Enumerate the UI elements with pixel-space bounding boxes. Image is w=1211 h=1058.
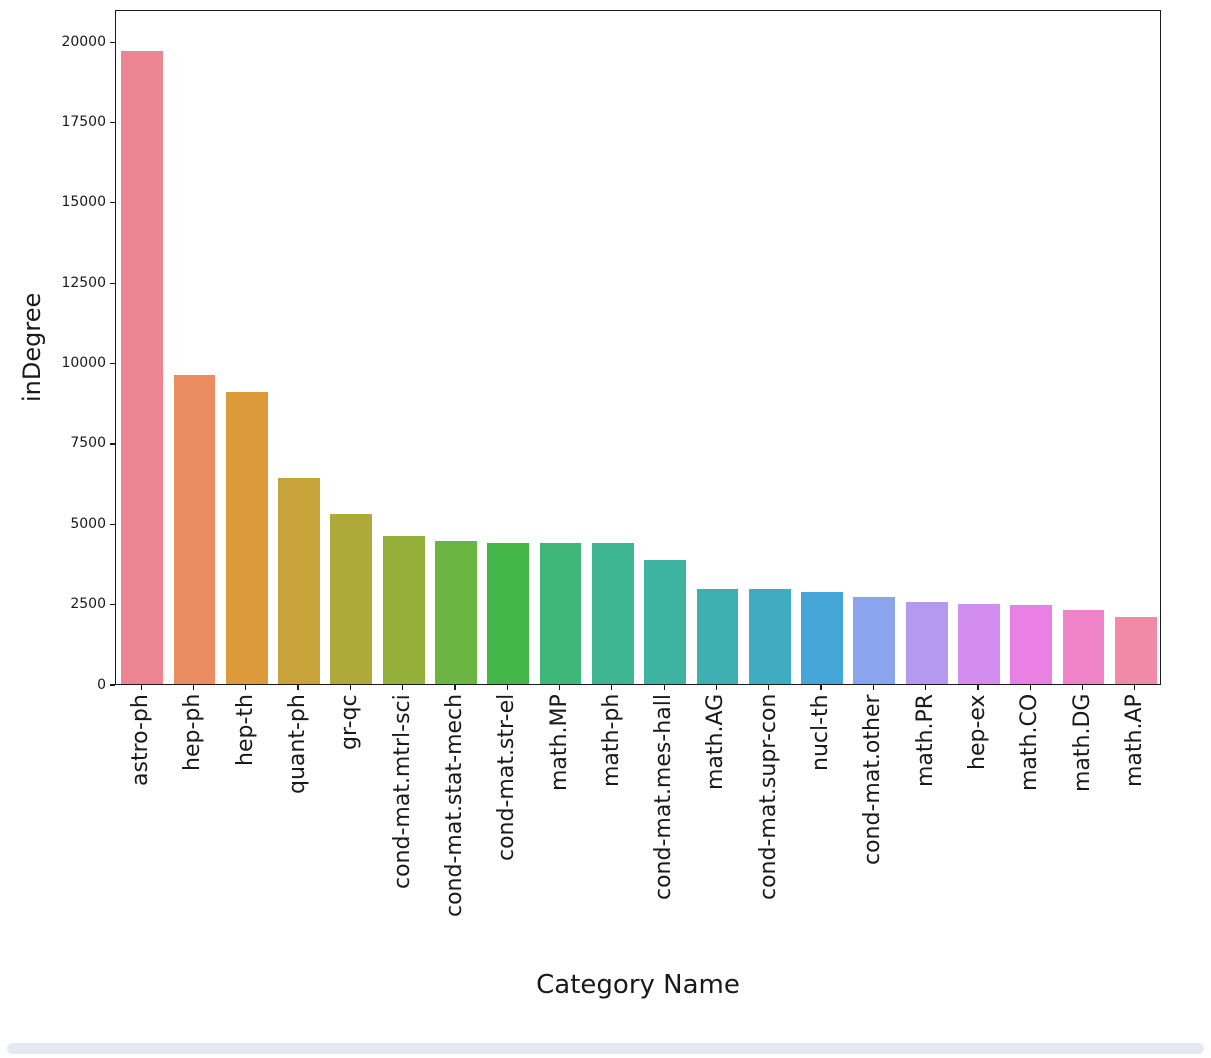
x-tick-label: nucl-th — [808, 694, 834, 771]
bar-nucl-th — [801, 592, 843, 684]
bar-math-ph — [591, 542, 634, 684]
bar-math.PR — [905, 602, 948, 684]
x-tick-label: hep-ph — [180, 693, 206, 771]
bar-cond-mat.stat-mech — [435, 540, 477, 684]
y-tick-mark — [110, 121, 115, 124]
y-tick-label: 15000 — [61, 194, 106, 211]
x-tick-label: hep-ex — [964, 694, 990, 770]
x-tick-mark — [402, 685, 404, 690]
x-tick-label: quant-ph — [285, 694, 311, 794]
plot-area — [115, 10, 1161, 685]
y-tick-mark — [110, 604, 115, 606]
x-tick-mark — [297, 685, 299, 690]
bar-astro-ph — [121, 50, 164, 684]
x-tick-label: cond-mat.stat-mech — [441, 693, 467, 917]
y-tick-mark — [110, 523, 115, 525]
bar-math.MP — [539, 542, 582, 684]
bar-gr-qc — [330, 513, 373, 684]
x-tick-mark — [506, 685, 508, 690]
x-tick-label: math.AP — [1121, 694, 1147, 787]
y-tick-mark — [110, 282, 115, 284]
y-axis-label: inDegree — [18, 292, 46, 402]
y-tick-mark — [110, 41, 115, 43]
bar-cond-mat.str-el — [487, 542, 530, 684]
bar-cond-mat.other — [853, 597, 896, 684]
y-tick-label: 7500 — [70, 435, 106, 452]
x-tick-mark — [663, 685, 665, 690]
bar-hep-ph — [173, 375, 216, 684]
y-tick-label: 5000 — [70, 515, 106, 532]
bar-math.CO — [1010, 605, 1053, 684]
x-tick-mark — [872, 685, 874, 690]
x-tick-mark — [611, 685, 613, 690]
bar-cond-mat.mtrl-sci — [382, 536, 425, 684]
x-tick-mark — [715, 685, 718, 690]
y-tick-label: 10000 — [61, 355, 106, 372]
bar-math.DG — [1062, 610, 1105, 684]
x-tick-mark — [820, 685, 822, 690]
x-tick-label: math.AG — [703, 693, 729, 790]
x-tick-label: cond-mat.mes-hall — [651, 694, 677, 900]
x-tick-mark — [1081, 685, 1084, 690]
x-tick-mark — [977, 685, 979, 690]
x-tick-mark — [192, 685, 195, 690]
y-tick-mark — [110, 362, 115, 365]
bar-cond-mat.supr-con — [748, 589, 791, 684]
bar-math.AG — [696, 589, 739, 684]
y-tick-label: 17500 — [61, 114, 106, 130]
bar-hep-th — [225, 391, 268, 684]
x-tick-mark — [349, 685, 351, 690]
bar-quant-ph — [278, 478, 320, 684]
x-tick-label: cond-mat.str-el — [494, 693, 520, 861]
x-tick-label: astro-ph — [128, 694, 154, 786]
x-tick-mark — [925, 685, 927, 690]
x-tick-label: math.CO — [1017, 693, 1043, 791]
x-tick-mark — [558, 685, 561, 690]
y-tick-mark — [110, 443, 115, 445]
x-tick-label: cond-mat.other — [860, 694, 886, 865]
x-tick-label: math.PR — [912, 693, 938, 787]
x-tick-mark — [245, 685, 247, 690]
y-tick-label: 20000 — [61, 33, 106, 50]
x-tick-label: cond-mat.mtrl-sci — [389, 694, 415, 889]
y-tick-mark — [110, 202, 115, 204]
x-tick-mark — [140, 685, 142, 690]
x-tick-label: math.MP — [546, 694, 572, 791]
x-tick-mark — [768, 685, 770, 690]
bar-math.AP — [1114, 616, 1157, 684]
x-tick-label: hep-th — [232, 694, 258, 766]
y-tick-label: 12500 — [61, 274, 106, 291]
x-axis-label: Category Name — [536, 970, 740, 1000]
x-tick-mark — [1134, 685, 1136, 690]
bar-cond-mat.mes-hall — [644, 560, 687, 684]
x-tick-label: cond-mat.supr-con — [755, 693, 781, 900]
y-tick-label: 2500 — [70, 596, 106, 613]
y-tick-mark — [110, 684, 115, 686]
x-tick-label: math-ph — [598, 693, 624, 787]
x-tick-label: math.DG — [1069, 693, 1095, 792]
x-tick-label: gr-qc — [337, 694, 363, 750]
horizontal-scrollbar[interactable] — [7, 1043, 1204, 1054]
bar-hep-ex — [958, 603, 1000, 684]
x-tick-mark — [1029, 685, 1031, 690]
x-tick-mark — [454, 685, 456, 690]
y-tick-label: 0 — [97, 676, 106, 693]
